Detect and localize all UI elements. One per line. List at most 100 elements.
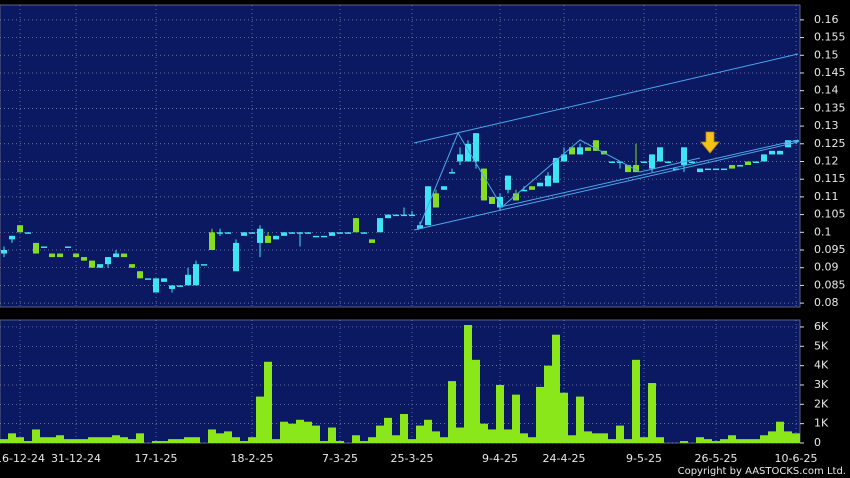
candle-body	[289, 232, 295, 234]
volume-bar	[632, 359, 640, 443]
volume-bar	[528, 437, 536, 443]
trend-line	[499, 139, 799, 208]
x-tick-label: 16-12-24	[0, 452, 45, 465]
y-tick-label: 0.11	[814, 190, 839, 203]
volume-bar	[320, 441, 328, 443]
volume-bar	[352, 435, 360, 443]
volume-bar	[560, 392, 568, 443]
x-tick-label: 18-2-25	[231, 452, 274, 465]
candle-body	[433, 193, 439, 208]
y-tick-label: 0.095	[814, 243, 846, 256]
y-tick-label: 0.105	[814, 208, 846, 221]
candle-body	[113, 253, 119, 258]
candle-body	[665, 161, 671, 163]
volume-bar	[552, 334, 560, 443]
volume-bar	[504, 429, 512, 443]
volume-bar	[608, 439, 616, 443]
volume-tick-label: 4K	[814, 359, 829, 372]
volume-bar	[216, 433, 224, 443]
candle-body	[209, 232, 215, 250]
volume-bar	[64, 439, 72, 443]
candle-body	[153, 278, 159, 293]
volume-bar	[376, 425, 384, 443]
volume-bar	[120, 437, 128, 443]
volume-bar	[336, 441, 344, 443]
volume-bar	[408, 439, 416, 443]
channel-lower	[413, 141, 799, 231]
candle-body	[241, 232, 247, 236]
volume-bar	[288, 423, 296, 443]
footer: Copyright by AASTOCKS.com Ltd.	[678, 466, 846, 477]
candle-body	[585, 147, 591, 151]
volume-bar	[680, 441, 688, 443]
volume-bar	[256, 396, 264, 443]
volume-bar	[720, 439, 728, 443]
candle-body	[161, 278, 167, 282]
x-tick-label: 25-3-25	[391, 452, 434, 465]
y-tick-label: 0.145	[814, 66, 846, 79]
candle-body	[609, 161, 615, 163]
candle-body	[577, 147, 583, 155]
y-tick-label: 0.155	[814, 31, 846, 44]
volume-bar	[424, 419, 432, 443]
volume-bar	[448, 381, 456, 443]
volume-bar	[728, 435, 736, 443]
candle-body	[689, 161, 695, 163]
volume-bar	[600, 433, 608, 443]
volume-bar	[176, 439, 184, 443]
candle-body	[377, 218, 383, 233]
candle-body	[721, 168, 727, 171]
candle-body	[449, 172, 455, 174]
candle-body	[753, 161, 759, 163]
volume-bar	[0, 439, 8, 443]
candle-body	[201, 264, 207, 266]
candle-body	[329, 232, 335, 236]
candle-body	[353, 218, 359, 233]
volume-bar	[40, 437, 48, 443]
volume-bar	[536, 386, 544, 443]
volume-bar	[480, 423, 488, 443]
candle-body	[17, 225, 23, 233]
volume-bar	[272, 439, 280, 443]
candle-body	[537, 182, 543, 187]
volume-bar	[56, 435, 64, 443]
candle-body	[217, 232, 223, 234]
volume-bar	[696, 437, 704, 443]
candle-body	[321, 235, 327, 238]
volume-bar	[768, 431, 776, 443]
volume-bar	[72, 439, 80, 443]
x-tick-label: 17-1-25	[135, 452, 178, 465]
y-tick-label: 0.125	[814, 137, 846, 150]
candle-body	[465, 143, 471, 162]
volume-bar	[736, 439, 744, 443]
volume-bar	[400, 413, 408, 443]
volume-tick-label: 2K	[814, 397, 829, 410]
candle-body	[25, 232, 31, 234]
candle-body	[513, 193, 519, 201]
volume-bar	[704, 439, 712, 443]
trend-lines	[413, 53, 799, 231]
candle-body	[369, 239, 375, 243]
candle-body	[705, 168, 711, 171]
candle-body	[729, 165, 735, 169]
volume-bar	[24, 441, 32, 443]
volume-bar	[96, 437, 104, 443]
candle-body	[625, 165, 631, 173]
volume-bar	[112, 435, 120, 443]
volume-bar	[184, 437, 192, 443]
price-panel	[0, 4, 801, 308]
candle-body	[553, 157, 559, 183]
volume-bar	[472, 359, 480, 443]
volume-bar	[224, 431, 232, 443]
candle-body	[505, 175, 511, 190]
zigzag	[417, 131, 701, 231]
candle-body	[313, 235, 319, 238]
candle-body	[105, 257, 111, 265]
y-tick-label: 0.13	[814, 119, 839, 132]
x-tick-label: 9-5-25	[626, 452, 662, 465]
candle-body	[561, 154, 567, 162]
candle-body	[81, 257, 87, 261]
volume-bar	[656, 437, 664, 443]
candle-body	[177, 285, 183, 287]
x-tick-label: 9-4-25	[482, 452, 518, 465]
